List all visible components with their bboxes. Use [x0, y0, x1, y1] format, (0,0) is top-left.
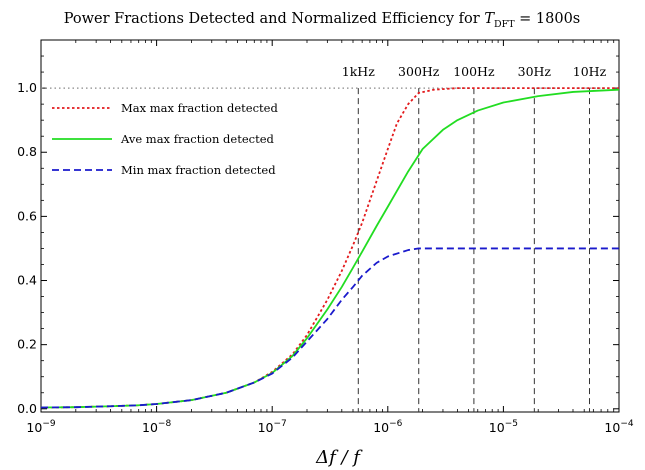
chart-title-text: Power Fractions Detected and Normalized …	[64, 11, 485, 27]
y-tick-label: 0.0	[17, 401, 37, 416]
y-tick-label: 0.2	[17, 337, 37, 352]
x-tick-label-exponent: −8	[158, 419, 172, 429]
x-tick-label-exponent: −5	[505, 419, 518, 429]
legend-label: Max max fraction detected	[121, 101, 278, 115]
x-tick-label: 10−6	[373, 419, 402, 435]
chart-title: Power Fractions Detected and Normalized …	[64, 11, 581, 30]
y-tick-label: 0.4	[17, 273, 37, 288]
chart-title-subscript: DFT	[494, 19, 515, 30]
x-tick-label-base: 10	[142, 420, 158, 435]
y-tick-label: 0.6	[17, 208, 37, 223]
frequency-marker-label: 10Hz	[573, 64, 607, 79]
x-tick-label: 10−5	[489, 419, 518, 435]
x-tick-label-exponent: −7	[274, 419, 287, 429]
x-tick-label: 10−4	[604, 419, 633, 435]
x-tick-label-base: 10	[26, 420, 42, 435]
x-tick-label-base: 10	[489, 420, 505, 435]
x-tick-label: 10−9	[26, 419, 55, 435]
x-tick-label-exponent: −6	[389, 419, 403, 429]
x-tick-label-exponent: −9	[42, 419, 56, 429]
x-tick-label: 10−7	[258, 419, 287, 435]
frequency-marker-label: 100Hz	[453, 64, 495, 79]
x-tick-label-base: 10	[373, 420, 389, 435]
x-tick-label: 10−8	[142, 419, 171, 435]
y-tick-label: 1.0	[17, 80, 37, 95]
chart-title-suffix: = 1800s	[515, 11, 581, 27]
plot-frame	[40, 39, 620, 413]
y-tick-label: 0.8	[17, 144, 37, 159]
x-axis-label: Δf / f	[315, 447, 363, 468]
frequency-marker-label: 300Hz	[398, 64, 440, 79]
plot-area: 0.00.20.40.60.81.010−9 10−8 10−7 10−6 10−5 10…	[17, 39, 634, 435]
frequency-marker-label: 1kHz	[342, 64, 375, 79]
frequency-marker-label: 30Hz	[518, 64, 552, 79]
x-tick-label-base: 10	[258, 420, 274, 435]
legend-label: Min max fraction detected	[121, 163, 276, 177]
x-tick-label-exponent: −4	[620, 419, 634, 429]
legend-label: Ave max fraction detected	[120, 132, 274, 146]
chart-title-var: T	[484, 11, 495, 27]
series-line	[40, 247, 619, 409]
legend: Max max fraction detected Ave max fractio…	[52, 101, 278, 177]
x-tick-label-base: 10	[604, 420, 620, 435]
